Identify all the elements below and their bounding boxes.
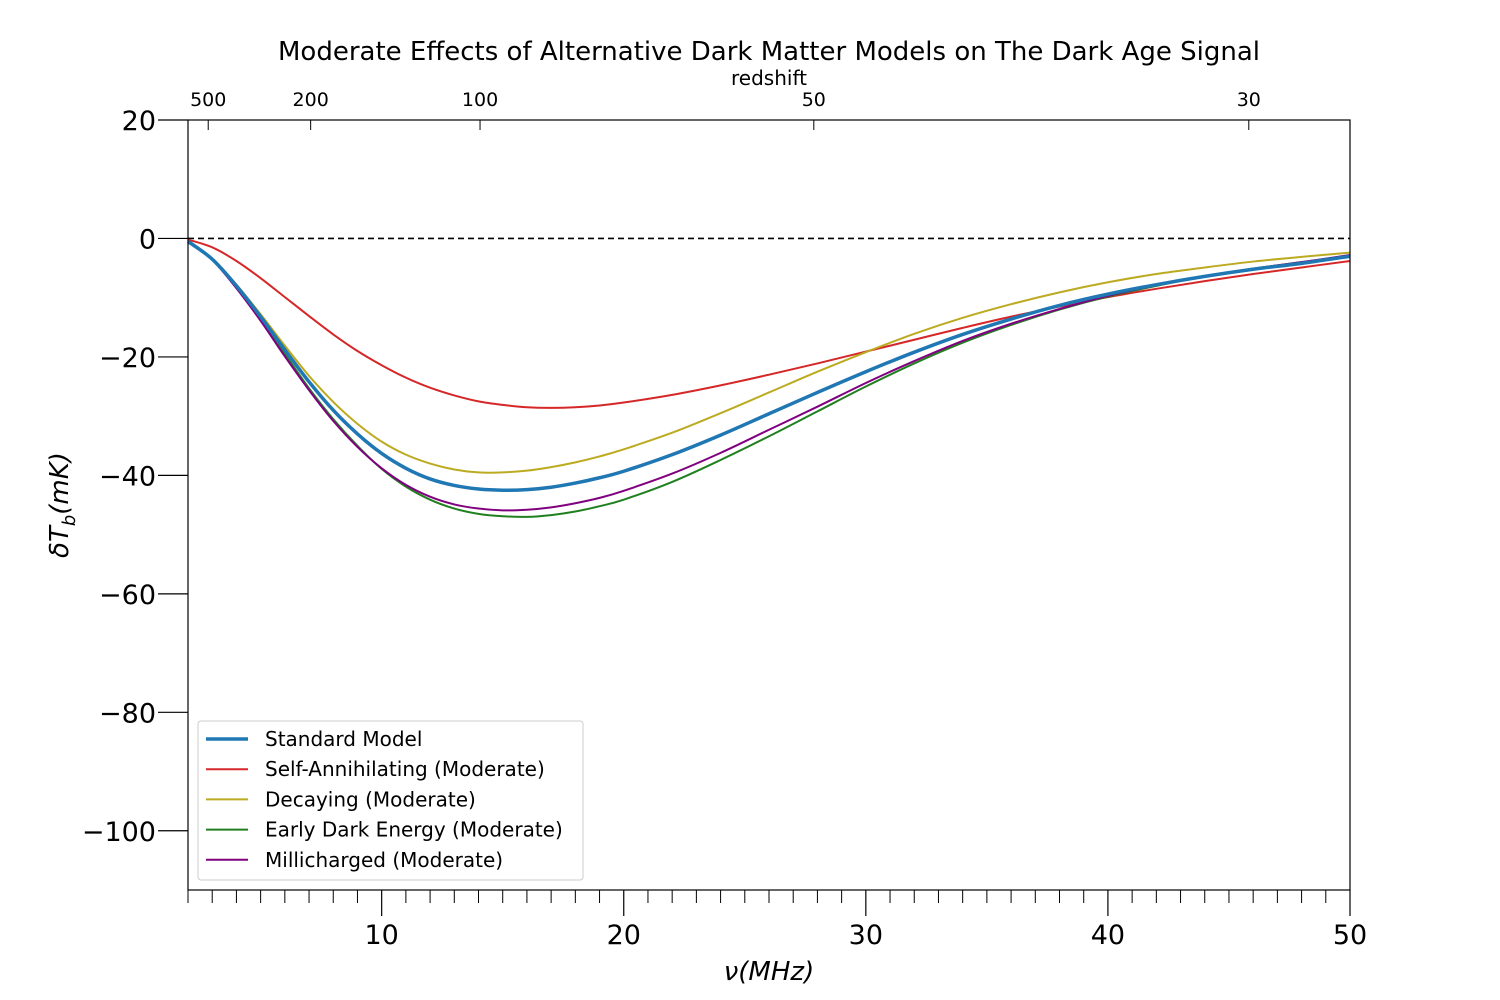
y-axis-label-unit: (mK) <box>45 452 75 515</box>
x-tick-label: 50 <box>1333 920 1367 951</box>
redshift-tick-label: 500 <box>190 89 226 111</box>
y-tick-label: −20 <box>99 343 156 374</box>
y-tick-label: −100 <box>82 817 156 848</box>
series-line-self-annihilating-moderate <box>187 238 1351 409</box>
legend-box <box>197 720 584 881</box>
x-tick-label: 40 <box>1091 920 1125 951</box>
redshift-tick-label: 30 <box>1237 89 1261 111</box>
y-tick-label: 20 <box>122 106 156 137</box>
redshift-tick-label: 50 <box>802 89 826 111</box>
redshift-tick-label: 200 <box>293 89 329 111</box>
series-line-decaying-moderate <box>187 240 1351 474</box>
redshift-axis-label: redshift <box>731 66 807 90</box>
y-axis-label-main: δT <box>45 524 75 558</box>
chart-title: Moderate Effects of Alternative Dark Mat… <box>278 37 1260 67</box>
y-axis-label-subscript: b <box>59 515 80 526</box>
redshift-tick-label: 100 <box>462 89 498 111</box>
x-tick-label: 10 <box>364 920 398 951</box>
legend-label-standard-model: Standard Model <box>265 727 422 751</box>
y-tick-label: −40 <box>99 461 156 492</box>
series-line-standard-model <box>186 239 1351 492</box>
y-tick-label: 0 <box>139 224 156 255</box>
y-axis-label: δTb(mK) <box>45 452 80 558</box>
legend-label-millicharged-moderate: Millicharged (Moderate) <box>265 848 503 872</box>
y-tick-label: −60 <box>99 580 156 611</box>
series-line-millicharged-moderate <box>187 240 1351 512</box>
legend: Standard Model Self-Annihilating (Moderat… <box>197 720 584 881</box>
y-tick-label: −80 <box>99 698 156 729</box>
legend-label-self-annihilating-moderate: Self-Annihilating (Moderate) <box>265 757 545 781</box>
series-layer <box>186 238 1351 518</box>
legend-label-early-dark-energy-moderate: Early Dark Energy (Moderate) <box>265 818 563 842</box>
x-axis-label: ν(MHz) <box>724 957 814 987</box>
x-tick-label: 30 <box>849 920 883 951</box>
x-tick-label: 20 <box>607 920 641 951</box>
legend-label-decaying-moderate: Decaying (Moderate) <box>265 787 476 811</box>
